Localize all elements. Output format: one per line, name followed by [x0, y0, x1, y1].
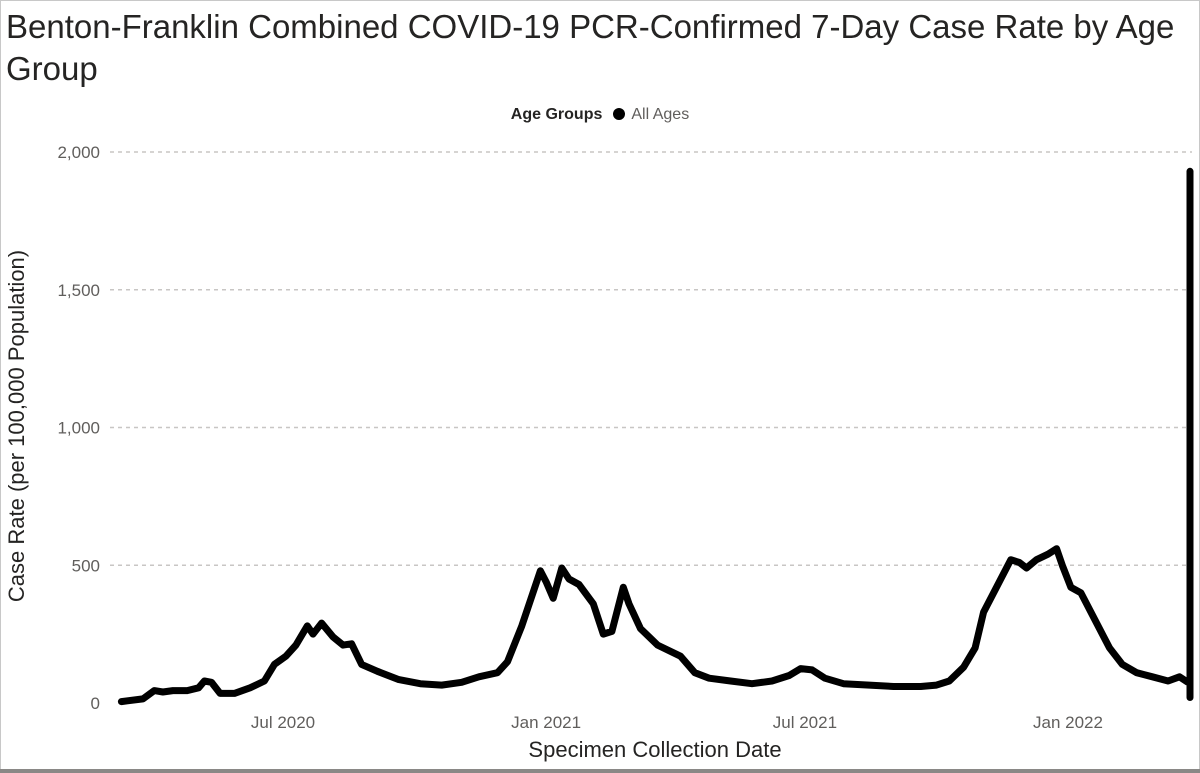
- x-axis-ticks: Jul 2020 Jan 2021 Jul 2021 Jan 2022: [251, 713, 1103, 732]
- gridlines: [110, 151, 1192, 566]
- legend-title: Age Groups: [510, 106, 603, 123]
- y-axis-title: Case Rate (per 100,000 Population): [4, 250, 29, 602]
- y-axis-ticks: 0 500 1,000 1,500 2,000: [57, 143, 100, 713]
- series-layer: [117, 167, 1194, 706]
- x-tick-label: Jan 2022: [1033, 713, 1103, 732]
- y-tick-label: 0: [91, 694, 100, 713]
- legend-item-label[interactable]: All Ages: [631, 106, 690, 123]
- chart-title: Benton-Franklin Combined COVID-19 PCR-Co…: [6, 8, 1175, 87]
- y-tick-label: 1,500: [57, 281, 100, 300]
- legend: Age Groups All Ages: [0, 106, 1200, 124]
- x-tick-label: Jan 2021: [511, 713, 581, 732]
- x-tick-label: Jul 2020: [251, 713, 315, 732]
- y-tick-label: 1,000: [57, 419, 100, 438]
- y-tick-label: 2,000: [57, 143, 100, 162]
- series-line-all-ages[interactable]: [117, 167, 1194, 706]
- x-tick-label: Jul 2021: [773, 713, 837, 732]
- x-axis-title: Specimen Collection Date: [528, 737, 781, 762]
- legend-marker-icon: [612, 108, 625, 120]
- bottom-scroll-bar: [0, 769, 1200, 773]
- y-tick-label: 500: [72, 556, 100, 575]
